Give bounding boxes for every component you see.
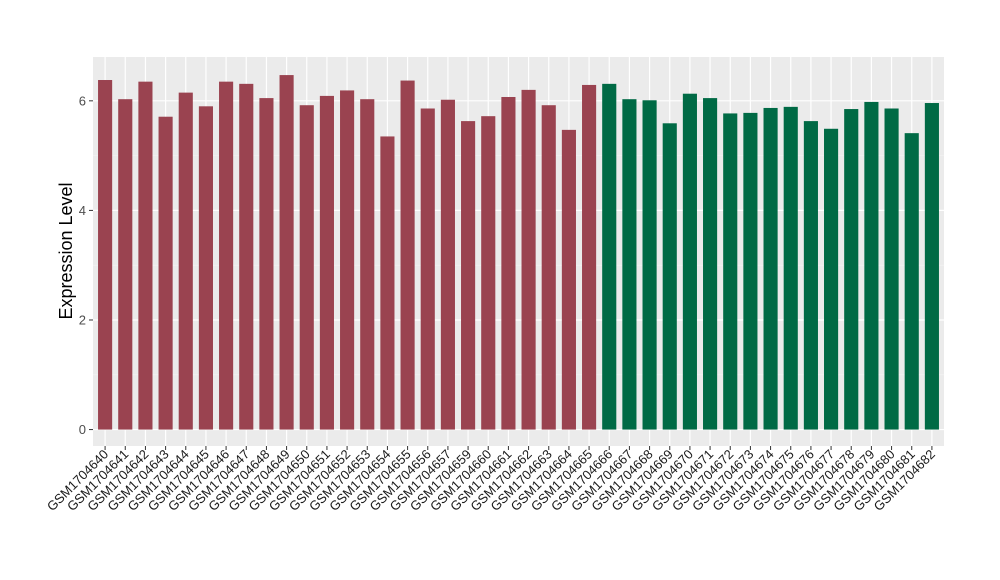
- bar: [561, 129, 576, 430]
- bar: [521, 89, 536, 430]
- bar: [501, 96, 516, 430]
- bar: [904, 133, 919, 430]
- bar: [682, 93, 697, 430]
- bar: [138, 81, 153, 430]
- bar: [582, 84, 597, 430]
- bar: [158, 116, 173, 430]
- bar: [884, 108, 899, 430]
- bar: [440, 99, 455, 430]
- bar: [461, 121, 476, 430]
- bar: [380, 136, 395, 430]
- bar: [662, 123, 677, 430]
- bar: [602, 83, 617, 430]
- bar: [743, 112, 758, 430]
- bar: [259, 98, 274, 430]
- bar: [279, 75, 294, 430]
- plot-panel: [93, 57, 944, 446]
- bar: [299, 105, 314, 430]
- y-tick-label: 0: [79, 422, 86, 437]
- x-axis: GSM1704640GSM1704641GSM1704642GSM1704643…: [44, 446, 938, 514]
- bar: [824, 128, 839, 430]
- bar: [239, 83, 254, 430]
- bar: [360, 99, 375, 430]
- bar: [703, 98, 718, 430]
- bars: [98, 75, 939, 430]
- bar: [723, 113, 738, 430]
- minor-gridlines: [93, 155, 944, 376]
- bar: [118, 99, 133, 430]
- y-tick-label: 4: [79, 203, 86, 218]
- bar: [481, 116, 496, 430]
- bar: [803, 121, 818, 430]
- bar: [198, 106, 213, 430]
- bar: [420, 108, 435, 430]
- bar: [783, 106, 798, 430]
- bar: [844, 109, 859, 430]
- y-tick-label: 2: [79, 312, 86, 327]
- bar: [400, 80, 415, 430]
- major-gridlines: [93, 100, 944, 431]
- bar: [319, 95, 334, 430]
- bar: [642, 100, 657, 430]
- bar: [340, 90, 355, 430]
- bar: [98, 80, 113, 430]
- y-tick-label: 6: [79, 93, 86, 108]
- y-axis-title: Expression Level: [56, 182, 76, 319]
- bar: [541, 105, 556, 430]
- bar: [219, 81, 234, 430]
- bar: [924, 103, 939, 430]
- bar: [763, 107, 778, 430]
- bar: [622, 99, 637, 430]
- bar: [864, 101, 879, 430]
- bar: [178, 92, 193, 430]
- y-axis: 0 2 4 6: [79, 93, 93, 437]
